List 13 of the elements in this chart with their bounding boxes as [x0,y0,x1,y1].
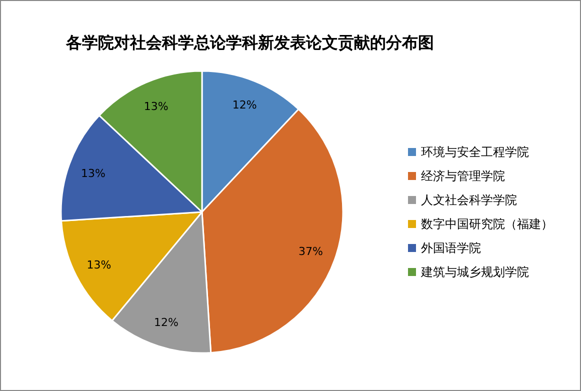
data-label: 13% [80,166,106,180]
legend-label: 环境与安全工程学院 [421,145,529,159]
legend-label: 人文社会科学学院 [421,193,517,207]
data-label: 37% [298,245,324,258]
legend-label: 经济与管理学院 [421,169,505,183]
legend-label: 外国语学院 [421,241,481,255]
legend-label: 建筑与城乡规划学院 [420,265,529,279]
legend-label: 数字中国研究院（福建） [421,217,553,231]
chart-title: 各学院对社会科学总论学科新发表论文贡献的分布图 [65,33,434,52]
data-label: 13% [86,258,112,272]
data-label: 12% [154,316,178,329]
data-label: 13% [144,100,168,113]
data-label: 12% [232,98,257,112]
